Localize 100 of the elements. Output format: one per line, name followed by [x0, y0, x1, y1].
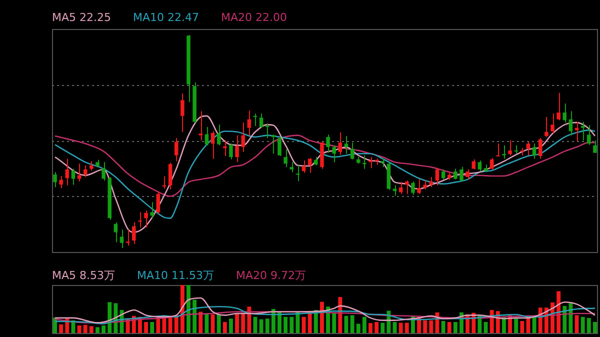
candlestick: [138, 212, 142, 228]
candlestick: [132, 222, 136, 244]
candlestick: [478, 160, 482, 172]
bar: [278, 312, 282, 333]
candlestick: [65, 158, 70, 186]
bar: [350, 315, 354, 333]
bar: [429, 320, 434, 333]
text: MA5 8.53万: [52, 268, 116, 283]
candlestick: [59, 176, 63, 189]
bar: [228, 318, 233, 333]
candlestick: [411, 181, 415, 196]
candlestick: [405, 180, 409, 194]
bar: [380, 322, 385, 333]
candlestick: [326, 134, 330, 154]
candlestick: [126, 229, 130, 246]
candlestick: [532, 143, 536, 160]
bar: [284, 316, 288, 333]
bar: [222, 322, 227, 333]
candlestick: [496, 143, 500, 157]
candlestick: [580, 121, 585, 141]
candlestick: [204, 126, 209, 146]
candlestick: [344, 135, 348, 154]
candlestick: [290, 162, 294, 173]
bar: [404, 322, 409, 333]
bar: [423, 320, 428, 333]
bar: [204, 313, 209, 333]
bar: [174, 316, 178, 333]
candlestick: [332, 144, 336, 163]
candlestick: [593, 140, 597, 154]
bar: [296, 312, 300, 333]
candlestick: [550, 113, 554, 134]
candlestick: [174, 138, 178, 162]
candlestick: [441, 168, 446, 180]
bar: [514, 318, 518, 333]
candlestick: [454, 168, 458, 180]
bar: [592, 322, 597, 333]
bar: [562, 306, 567, 333]
bar: [102, 325, 106, 333]
candlestick: [223, 140, 227, 156]
bar: [265, 318, 270, 333]
bar: [441, 321, 446, 333]
candlestick: [508, 140, 512, 156]
candlestick: [568, 110, 573, 136]
bar: [77, 325, 82, 333]
text: MA5 22.25: [52, 11, 112, 24]
candlestick: [150, 202, 154, 219]
candlestick: [216, 124, 221, 146]
candlestick: [460, 166, 464, 182]
bar: [520, 321, 524, 333]
bar: [59, 324, 64, 333]
candlestick: [241, 122, 245, 152]
candlestick: [368, 156, 372, 169]
bar: [192, 300, 197, 333]
bar: [356, 324, 360, 333]
bar: [556, 291, 561, 333]
candlestick: [90, 160, 94, 171]
candlestick: [235, 134, 239, 163]
candlestick: [417, 178, 421, 194]
text: MA10 22.47: [133, 11, 200, 24]
bar: [580, 316, 585, 333]
candlestick: [466, 168, 470, 180]
candlestick: [502, 144, 506, 160]
text: MA20 22.00: [221, 11, 288, 24]
bar: [453, 322, 458, 333]
candlestick: [587, 124, 591, 146]
candlestick: [556, 92, 560, 121]
candlestick: [526, 141, 530, 156]
bar: [478, 316, 482, 333]
candlestick: [362, 154, 366, 170]
candlestick: [272, 134, 276, 154]
bar: [168, 316, 172, 333]
candlestick: [520, 148, 524, 156]
candlestick: [102, 162, 106, 181]
bar: [568, 303, 573, 333]
bar: [362, 316, 366, 333]
candlestick: [229, 143, 233, 160]
bar: [332, 313, 336, 333]
bar: [235, 313, 240, 333]
candlestick: [210, 130, 215, 160]
text: MA20 9.72万: [236, 268, 306, 283]
candlestick: [490, 158, 494, 170]
bar: [247, 306, 252, 333]
bar: [502, 316, 506, 333]
candlestick: [544, 116, 548, 138]
bar: [447, 322, 452, 333]
candlestick: [259, 113, 264, 128]
bar: [83, 324, 88, 333]
candlestick: [302, 160, 306, 174]
bar: [532, 316, 536, 333]
candlestick: [144, 210, 148, 228]
bar: [144, 322, 148, 333]
candlestick: [53, 172, 57, 188]
bar: [150, 322, 154, 333]
candlestick: [562, 103, 567, 124]
candlestick: [435, 168, 440, 186]
candlestick: [114, 222, 118, 243]
candlestick: [77, 163, 82, 182]
bar: [96, 327, 100, 333]
candlestick: [278, 136, 282, 156]
candlestick: [350, 142, 354, 160]
